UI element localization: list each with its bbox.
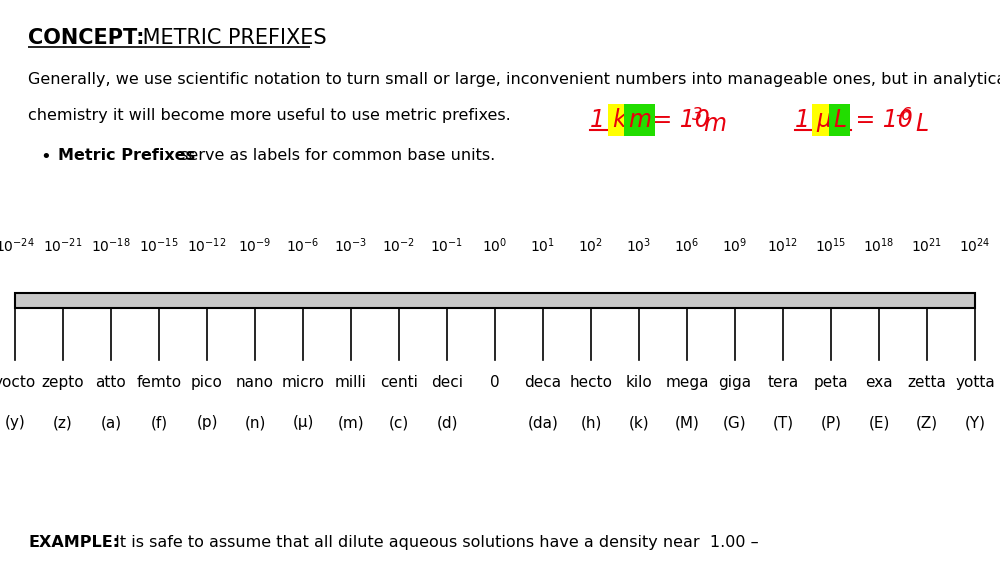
Text: (a): (a) [100,415,122,430]
Text: centi: centi [380,375,418,390]
Text: yocto: yocto [0,375,36,390]
Text: k: k [612,108,626,132]
Text: Generally, we use scientific notation to turn small or large, inconvenient numbe: Generally, we use scientific notation to… [28,72,1000,87]
Text: tera: tera [767,375,799,390]
Text: deca: deca [524,375,562,390]
Text: m: m [628,108,651,132]
Text: (z): (z) [53,415,73,430]
Text: 3: 3 [692,106,703,124]
Text: $10^{12}$: $10^{12}$ [767,237,799,255]
Text: milli: milli [335,375,367,390]
Text: peta: peta [814,375,848,390]
Text: METRIC PREFIXES: METRIC PREFIXES [136,28,327,48]
Bar [15,293,975,308]
Text: serve as labels for common base units.: serve as labels for common base units. [175,148,495,163]
Text: micro: micro [282,375,324,390]
Text: m: m [703,112,726,136]
Text: $10^{-3}$: $10^{-3}$ [334,237,368,255]
Text: chemistry it will become more useful to use metric prefixes.: chemistry it will become more useful to … [28,108,511,123]
Text: 1: 1 [795,108,818,132]
Text: (k): (k) [629,415,649,430]
Text: $10^{18}$: $10^{18}$ [863,237,895,255]
Text: deci: deci [431,375,463,390]
Text: (Y): (Y) [964,415,986,430]
Text: (y): (y) [5,415,25,430]
Text: yotta: yotta [955,375,995,390]
Text: $10^{-12}$: $10^{-12}$ [187,237,227,255]
Text: $10^{1}$: $10^{1}$ [530,237,556,255]
Text: (P): (P) [820,415,842,430]
Text: CONCEPT:: CONCEPT: [28,28,144,48]
Text: $10^{24}$: $10^{24}$ [959,237,991,255]
Text: 0: 0 [490,375,500,390]
Text: $10^{9}$: $10^{9}$ [722,237,748,255]
Text: kilo: kilo [626,375,652,390]
Text: $10^{-15}$: $10^{-15}$ [139,237,179,255]
Text: $10^{21}$: $10^{21}$ [911,237,943,255]
Text: atto: atto [96,375,126,390]
Text: nano: nano [236,375,274,390]
Text: $10^{3}$: $10^{3}$ [626,237,652,255]
Text: $10^{-1}$: $10^{-1}$ [430,237,464,255]
Text: $10^{0}$: $10^{0}$ [482,237,508,255]
Text: (M): (M) [675,415,699,430]
Text: pico: pico [191,375,223,390]
Text: (h): (h) [580,415,602,430]
Text: $10^{-2}$: $10^{-2}$ [382,237,416,255]
Text: = 10: = 10 [848,108,913,132]
Text: $10^{-9}$: $10^{-9}$ [238,237,272,255]
Text: -6: -6 [895,106,912,124]
Text: (G): (G) [723,415,747,430]
Text: $10^{-18}$: $10^{-18}$ [91,237,131,255]
Text: zepto: zepto [42,375,84,390]
Text: Metric Prefixes: Metric Prefixes [58,148,195,163]
Text: $10^{-24}$: $10^{-24}$ [0,237,35,255]
Text: 1: 1 [590,108,612,132]
Text: mega: mega [665,375,709,390]
Text: (f): (f) [150,415,168,430]
Text: (T): (T) [772,415,794,430]
Text: L: L [915,112,928,136]
Text: $10^{2}$: $10^{2}$ [578,237,604,255]
Text: (Z): (Z) [916,415,938,430]
Text: (μ): (μ) [292,415,314,430]
Text: L: L [833,108,846,132]
Text: (E): (E) [868,415,890,430]
Text: giga: giga [718,375,752,390]
Text: $10^{15}$: $10^{15}$ [815,237,847,255]
Text: $10^{-6}$: $10^{-6}$ [286,237,320,255]
Text: (da): (da) [528,415,558,430]
Text: (m): (m) [338,415,364,430]
Text: μ: μ [816,108,831,132]
Text: (d): (d) [436,415,458,430]
Text: (c): (c) [389,415,409,430]
Text: exa: exa [865,375,893,390]
Text: It is safe to assume that all dilute aqueous solutions have a density near  1.00: It is safe to assume that all dilute aqu… [110,535,759,550]
Text: = 10: = 10 [645,108,710,132]
Text: (p): (p) [196,415,218,430]
Text: $10^{-21}$: $10^{-21}$ [43,237,83,255]
Text: EXAMPLE:: EXAMPLE: [28,535,119,550]
Text: $10^{6}$: $10^{6}$ [674,237,700,255]
Text: femto: femto [136,375,182,390]
Text: •: • [40,148,51,166]
Text: (n): (n) [244,415,266,430]
Text: zetta: zetta [908,375,946,390]
Text: hecto: hecto [570,375,612,390]
